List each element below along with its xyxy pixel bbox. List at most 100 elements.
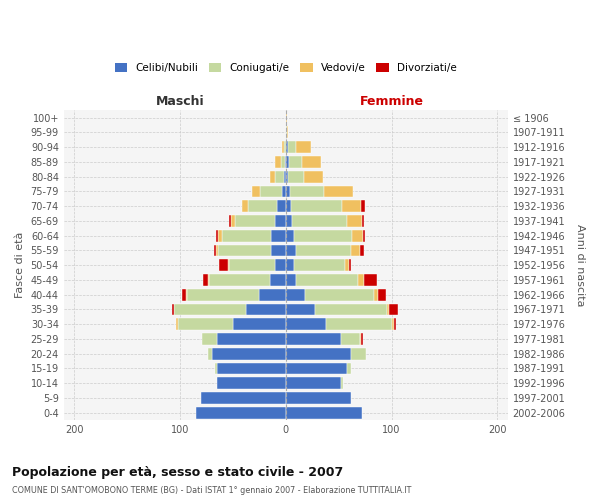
Bar [176,318,178,330]
Bar [229,260,275,271]
Bar [364,274,377,286]
Bar [294,260,345,271]
Bar [287,126,288,138]
Bar [215,362,217,374]
Bar [281,141,284,153]
Bar [229,215,231,227]
Bar [286,186,290,198]
Bar [216,230,218,241]
Bar [288,170,304,182]
Bar [305,289,374,300]
Bar [316,304,387,316]
Bar [286,126,287,138]
Bar [196,407,286,418]
Bar [235,215,275,227]
Bar [245,304,286,316]
Bar [212,348,286,360]
Bar [296,244,352,256]
Bar [242,200,248,212]
Bar [286,392,352,404]
Bar [360,333,361,345]
Bar [286,333,341,345]
Bar [345,260,349,271]
Bar [286,304,316,316]
Bar [286,274,296,286]
Bar [374,289,378,300]
Bar [362,215,364,227]
Bar [174,304,245,316]
Bar [292,215,347,227]
Bar [387,304,389,316]
Bar [286,378,341,389]
Bar [217,378,286,389]
Bar [172,304,174,316]
Bar [286,260,294,271]
Bar [342,200,361,212]
Bar [286,112,287,124]
Bar [286,230,294,241]
Bar [286,362,347,374]
Bar [286,407,362,418]
Bar [252,186,260,198]
Bar [219,260,227,271]
Bar [208,348,212,360]
Bar [288,141,296,153]
Bar [286,141,288,153]
Bar [201,392,286,404]
Bar [209,274,270,286]
Bar [302,156,320,168]
Bar [271,230,286,241]
Bar [392,318,394,330]
Bar [270,274,286,286]
Bar [347,215,362,227]
Bar [233,318,286,330]
Bar [363,230,365,241]
Bar [360,244,364,256]
Bar [275,215,286,227]
Bar [281,186,286,198]
Bar [286,170,288,182]
Bar [326,318,392,330]
Bar [216,244,218,256]
Bar [378,289,386,300]
Bar [361,333,363,345]
Bar [286,318,326,330]
Bar [178,318,233,330]
Text: COMUNE DI SANT'OMOBONO TERME (BG) - Dati ISTAT 1° gennaio 2007 - Elaborazione TU: COMUNE DI SANT'OMOBONO TERME (BG) - Dati… [12,486,412,495]
Bar [203,274,208,286]
Bar [324,186,353,198]
Text: Popolazione per età, sesso e stato civile - 2007: Popolazione per età, sesso e stato civil… [12,466,343,479]
Bar [259,289,286,300]
Bar [291,200,342,212]
Bar [341,378,343,389]
Bar [270,170,275,182]
Bar [286,289,305,300]
Bar [296,141,311,153]
Bar [341,333,360,345]
Bar [231,215,235,227]
Bar [217,333,286,345]
Bar [284,141,286,153]
Bar [227,260,229,271]
Bar [290,186,324,198]
Bar [260,186,281,198]
Bar [352,230,363,241]
Bar [182,289,187,300]
Bar [304,170,323,182]
Bar [271,244,286,256]
Bar [202,333,217,345]
Bar [294,230,352,241]
Bar [218,230,223,241]
Bar [349,260,352,271]
Bar [286,348,352,360]
Bar [281,156,285,168]
Bar [275,260,286,271]
Y-axis label: Anni di nascita: Anni di nascita [575,224,585,306]
Bar [347,362,352,374]
Bar [358,274,364,286]
Bar [208,274,209,286]
Bar [289,156,302,168]
Bar [284,170,286,182]
Bar [218,244,271,256]
Bar [214,244,216,256]
